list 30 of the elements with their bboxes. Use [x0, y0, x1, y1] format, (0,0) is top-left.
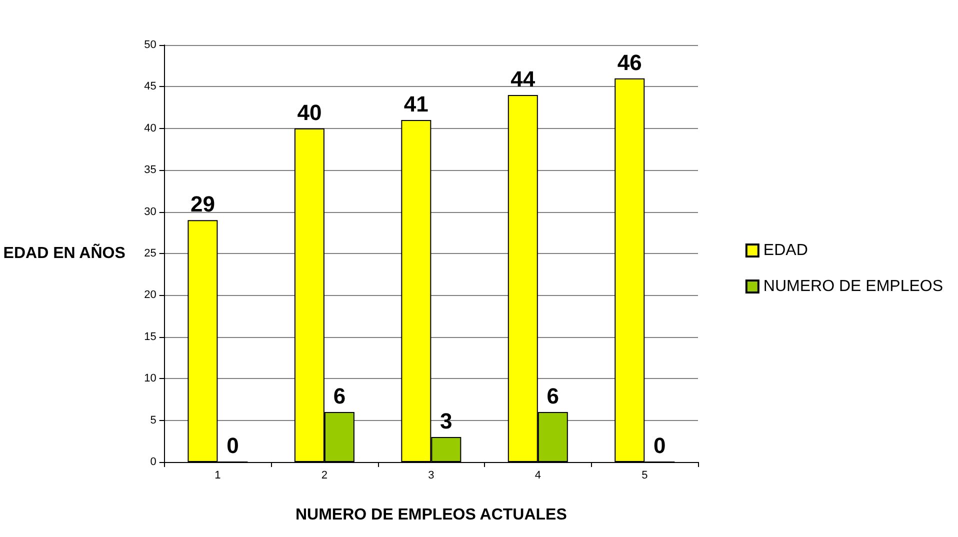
x-tick-label: 1	[214, 470, 221, 482]
data-label: 46	[617, 50, 642, 75]
data-label: 0	[226, 433, 239, 458]
y-tick-label: 20	[144, 289, 156, 302]
x-tick-label: 3	[428, 470, 434, 482]
y-axis-title: EDAD EN AÑOS	[3, 243, 126, 262]
data-label: 41	[404, 92, 428, 117]
data-label: 44	[510, 66, 536, 92]
y-tick-label: 35	[144, 164, 156, 176]
y-tick-label: 25	[144, 248, 156, 260]
legend-label: EDAD	[763, 242, 808, 259]
data-label: 0	[654, 433, 666, 458]
data-label: 29	[190, 192, 215, 217]
data-label: 6	[333, 383, 346, 408]
y-tick-label: 30	[144, 206, 156, 218]
x-tick-label: 4	[534, 470, 541, 482]
y-tick-label: 45	[144, 80, 156, 93]
x-tick-label: 2	[321, 470, 328, 482]
data-label: 40	[297, 100, 322, 125]
legend-label: NUMERO DE EMPLEOS	[763, 278, 944, 295]
y-tick-label: 40	[144, 122, 156, 134]
y-tick-label: 5	[150, 414, 156, 426]
data-label: 6	[546, 383, 560, 408]
y-tick-label: 10	[144, 372, 156, 385]
y-tick-label: 15	[144, 330, 156, 343]
x-axis-title: NUMERO DE EMPLEOS ACTUALES	[295, 506, 568, 524]
x-tick-label: 5	[642, 470, 648, 482]
y-tick-label: 0	[150, 456, 156, 468]
data-label: 3	[440, 408, 452, 434]
y-tick-label: 50	[144, 39, 156, 51]
